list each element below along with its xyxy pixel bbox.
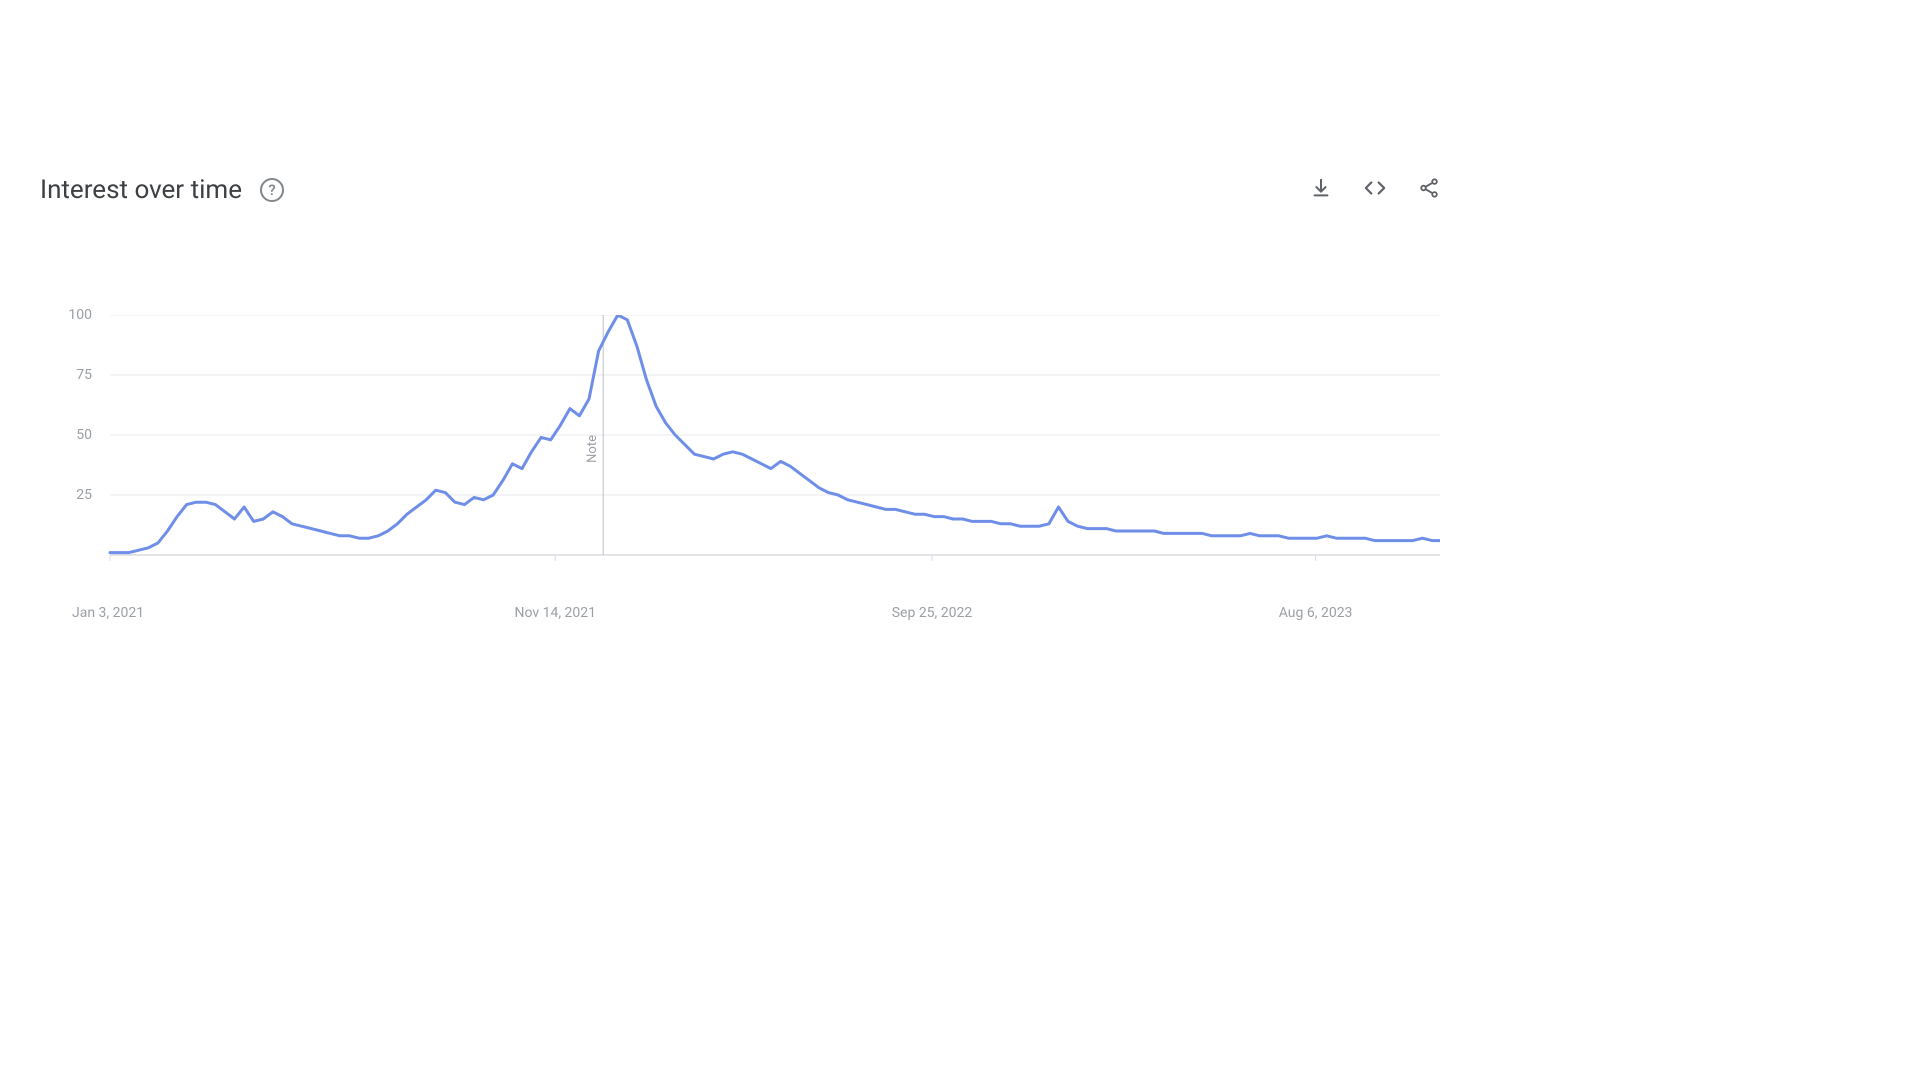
x-axis-label: Jan 3, 2021: [72, 605, 144, 621]
download-icon[interactable]: [1310, 177, 1332, 203]
y-axis-label: 50: [76, 427, 100, 443]
line-chart: [40, 315, 1440, 595]
note-marker-label: Note: [585, 435, 600, 463]
y-axis-label: 100: [68, 307, 100, 323]
action-buttons: [1310, 177, 1440, 203]
widget-title: Interest over time: [40, 175, 242, 205]
chart-area: 255075100Jan 3, 2021Nov 14, 2021Sep 25, …: [40, 315, 1440, 595]
share-icon[interactable]: [1418, 177, 1440, 203]
trends-widget: Interest over time ? 25 50: [40, 175, 1440, 595]
widget-header: Interest over time ?: [40, 175, 1440, 205]
embed-icon[interactable]: [1362, 177, 1388, 203]
x-axis-label: Nov 14, 2021: [514, 605, 596, 621]
y-axis-label: 75: [76, 367, 100, 383]
x-axis-label: Aug 6, 2023: [1279, 605, 1353, 621]
y-axis-label: 25: [76, 487, 100, 503]
help-icon[interactable]: ?: [260, 178, 284, 202]
x-axis-label: Sep 25, 2022: [892, 605, 973, 621]
title-group: Interest over time ?: [40, 175, 284, 205]
